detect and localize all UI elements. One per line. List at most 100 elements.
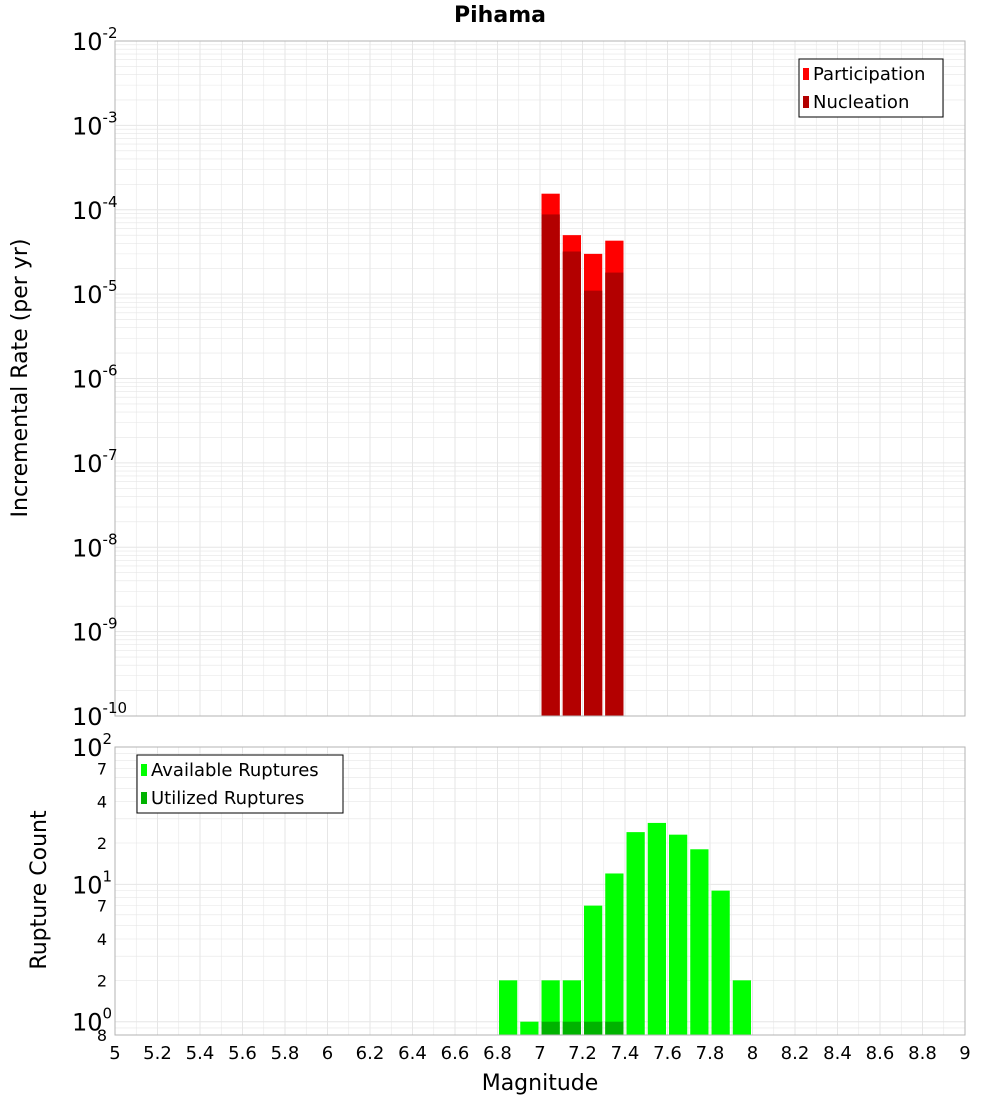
x-tick-label: 6.8 bbox=[483, 1043, 512, 1064]
rates-y-axis-label: Incremental Rate (per yr) bbox=[8, 239, 33, 518]
utilized-ruptures-bar bbox=[562, 1021, 581, 1035]
legend-box bbox=[136, 754, 344, 814]
available-ruptures-bar bbox=[520, 1021, 539, 1035]
nucleation-bar bbox=[584, 290, 603, 716]
tick-exponent: -10 bbox=[103, 699, 128, 717]
counts-legend: Available Ruptures Utilized Ruptures bbox=[136, 754, 344, 814]
nucleation-bar bbox=[605, 272, 624, 716]
rates-panel: 10-1010-910-810-710-610-510-410-310-2Par… bbox=[72, 24, 966, 731]
x-tick-label: 8.8 bbox=[908, 1043, 937, 1064]
counts-y-tick-label: 7 bbox=[97, 897, 107, 916]
tick-base: 10 bbox=[72, 871, 103, 899]
available-ruptures-bar bbox=[711, 890, 730, 1035]
counts-y-tick-label: 7 bbox=[97, 759, 107, 778]
available-ruptures-bar bbox=[626, 832, 645, 1035]
x-tick-label: 6 bbox=[322, 1043, 333, 1064]
tick-base: 10 bbox=[72, 1009, 103, 1037]
x-tick-label: 8.2 bbox=[781, 1043, 810, 1064]
x-tick-label: 5.8 bbox=[271, 1043, 300, 1064]
rates-y-tick-label: 10-8 bbox=[72, 530, 118, 562]
tick-exponent: -5 bbox=[103, 277, 118, 295]
utilized-ruptures-bar bbox=[605, 1021, 624, 1035]
rates-y-tick-label: 10-7 bbox=[72, 446, 118, 478]
available-ruptures-bar bbox=[690, 849, 709, 1035]
counts-y-tick-label: 100 bbox=[72, 1005, 112, 1037]
legend-swatch bbox=[803, 96, 809, 108]
x-tick-label: 6.4 bbox=[398, 1043, 427, 1064]
counts-y-tick-label: 101 bbox=[72, 867, 112, 899]
tick-exponent: 0 bbox=[103, 1005, 113, 1023]
x-tick-label: 5.6 bbox=[228, 1043, 257, 1064]
counts-y-tick-label: 4 bbox=[97, 930, 107, 949]
utilized-ruptures-bar bbox=[584, 1021, 603, 1035]
chart-title: Pihama bbox=[454, 3, 546, 28]
available-ruptures-bar bbox=[605, 873, 624, 1035]
x-tick-label: 7.4 bbox=[611, 1043, 640, 1064]
x-tick-label: 5 bbox=[109, 1043, 120, 1064]
available-ruptures-bar bbox=[584, 905, 603, 1035]
tick-exponent: -4 bbox=[103, 193, 118, 211]
rates-plot-frame bbox=[114, 40, 966, 717]
legend-box bbox=[798, 58, 944, 118]
x-tick-label: 7 bbox=[534, 1043, 545, 1064]
available-ruptures-bar bbox=[562, 980, 581, 1035]
legend-label: Participation bbox=[813, 64, 925, 85]
counts-y-tick-label: 8 bbox=[97, 1026, 107, 1045]
available-ruptures-bar bbox=[669, 834, 688, 1035]
legend-swatch bbox=[141, 792, 147, 804]
available-ruptures-bar bbox=[541, 980, 560, 1035]
tick-exponent: 2 bbox=[103, 730, 113, 748]
rates-y-tick-label: 10-4 bbox=[72, 193, 118, 225]
legend-label: Utilized Ruptures bbox=[151, 788, 304, 809]
rates-y-tick-label: 10-2 bbox=[72, 24, 118, 56]
rates-y-tick-label: 10-3 bbox=[72, 108, 118, 140]
counts-y-axis-label: Rupture Count bbox=[27, 810, 52, 970]
x-tick-label: 5.2 bbox=[143, 1043, 172, 1064]
utilized-ruptures-bar bbox=[541, 1021, 560, 1035]
x-tick-label: 8.4 bbox=[823, 1043, 852, 1064]
tick-exponent: -9 bbox=[103, 615, 118, 633]
x-tick-label: 8.6 bbox=[866, 1043, 895, 1064]
tick-base: 10 bbox=[72, 734, 103, 762]
tick-exponent: -6 bbox=[103, 362, 118, 380]
x-tick-label: 6.6 bbox=[441, 1043, 470, 1064]
rates-legend: Participation Nucleation bbox=[798, 58, 944, 118]
tick-exponent: -3 bbox=[103, 108, 118, 126]
tick-base: 10 bbox=[72, 281, 103, 309]
counts-y-tick-label: 102 bbox=[72, 730, 112, 762]
available-ruptures-bar bbox=[732, 980, 751, 1035]
available-ruptures-bar bbox=[647, 822, 666, 1035]
legend-label: Nucleation bbox=[813, 92, 909, 113]
x-tick-label: 8 bbox=[747, 1043, 758, 1064]
tick-exponent: -8 bbox=[103, 530, 118, 548]
rates-y-tick-label: 10-5 bbox=[72, 277, 118, 309]
tick-exponent: -7 bbox=[103, 446, 118, 464]
legend-swatch bbox=[141, 764, 147, 776]
legend-swatch bbox=[803, 68, 809, 80]
x-tick-label: 7.2 bbox=[568, 1043, 597, 1064]
tick-base: 10 bbox=[72, 534, 103, 562]
rates-y-tick-label: 10-9 bbox=[72, 615, 118, 647]
x-tick-label: 5.4 bbox=[186, 1043, 215, 1064]
x-tick-label: 9 bbox=[959, 1043, 970, 1064]
nucleation-bar bbox=[562, 251, 581, 716]
available-ruptures-bar bbox=[499, 980, 518, 1035]
tick-base: 10 bbox=[72, 450, 103, 478]
x-axis: 5 5.2 5.4 5.6 5.8 6 6.2 6.4 6.6 6.8 7 7.2 7.4 7.6 7.8 8… bbox=[109, 1043, 970, 1064]
counts-y-tick-label: 4 bbox=[97, 793, 107, 812]
tick-base: 10 bbox=[72, 703, 103, 731]
legend-label: Available Ruptures bbox=[151, 760, 319, 781]
rates-y-tick-label: 10-6 bbox=[72, 362, 118, 394]
tick-base: 10 bbox=[72, 112, 103, 140]
tick-base: 10 bbox=[72, 366, 103, 394]
rates-y-tick-label: 10-10 bbox=[72, 699, 127, 731]
x-tick-label: 6.2 bbox=[356, 1043, 385, 1064]
tick-exponent: -2 bbox=[103, 24, 118, 42]
counts-y-tick-label: 2 bbox=[97, 971, 107, 990]
tick-exponent: 1 bbox=[103, 867, 113, 885]
x-axis-label: Magnitude bbox=[482, 1071, 599, 1096]
tick-base: 10 bbox=[72, 197, 103, 225]
tick-base: 10 bbox=[72, 28, 103, 56]
